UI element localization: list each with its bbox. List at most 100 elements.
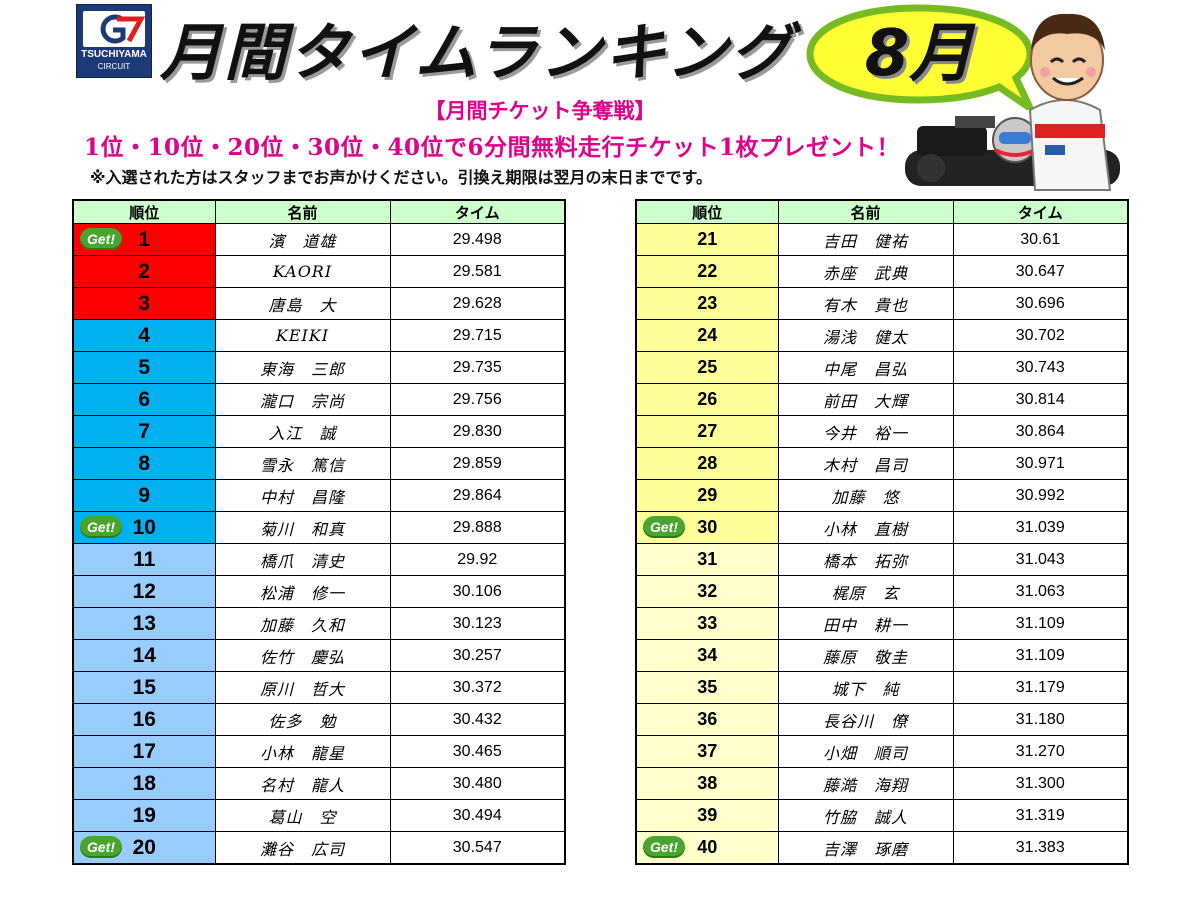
driver-name: 瀧口 宗尚 bbox=[214, 383, 391, 416]
rank-number: 17 bbox=[132, 739, 156, 763]
rank-cell: 31 bbox=[635, 543, 779, 576]
rank-cell: 9 bbox=[72, 479, 216, 512]
rank-number: 36 bbox=[697, 709, 718, 729]
get-badge: Get! bbox=[643, 836, 685, 858]
rank-number: 33 bbox=[697, 613, 718, 633]
rank-number: 9 bbox=[138, 483, 151, 507]
lap-time: 31.180 bbox=[952, 703, 1129, 736]
driver-name: 橋爪 清史 bbox=[214, 543, 391, 576]
get-badge: Get! bbox=[80, 228, 122, 250]
logo-sub-text: CIRCUIT bbox=[97, 62, 131, 71]
rank-number: 3 bbox=[138, 291, 151, 315]
get-badge: Get! bbox=[80, 516, 122, 538]
ranking-table-21-40: 順位 名前 タイム 21 吉田 健祐 30.61 22 赤座 武典 30.647 23 有木 … bbox=[635, 199, 1129, 865]
lap-time: 29.735 bbox=[389, 351, 566, 384]
rank-number: 8 bbox=[138, 451, 151, 475]
header-time: タイム bbox=[389, 199, 566, 224]
driver-name: 加藤 悠 bbox=[777, 479, 954, 512]
lap-time: 29.715 bbox=[389, 319, 566, 352]
ranking-row: 14 佐竹 慶弘 30.257 bbox=[72, 639, 566, 672]
header-time: タイム bbox=[952, 199, 1129, 224]
ranking-row: Get! 10 菊川 和真 29.888 bbox=[72, 511, 566, 544]
rank-number: 13 bbox=[132, 611, 156, 635]
rank-cell: 26 bbox=[635, 383, 779, 416]
driver-name: 入江 誠 bbox=[214, 415, 391, 448]
rank-number: 34 bbox=[697, 645, 718, 665]
ranking-row: 22 赤座 武典 30.647 bbox=[635, 255, 1129, 288]
lap-time: 30.123 bbox=[389, 607, 566, 640]
lap-time: 29.498 bbox=[389, 223, 566, 256]
rank-number: 24 bbox=[697, 325, 718, 345]
lap-time: 29.830 bbox=[389, 415, 566, 448]
rank-cell: 38 bbox=[635, 767, 779, 800]
ranking-row: 9 中村 昌隆 29.864 bbox=[72, 479, 566, 512]
rank-cell: Get! 30 bbox=[635, 511, 779, 544]
rank-cell: 16 bbox=[72, 703, 216, 736]
driver-name: 木村 昌司 bbox=[777, 447, 954, 480]
lap-time: 31.043 bbox=[952, 543, 1129, 576]
driver-name: 湯浅 健太 bbox=[777, 319, 954, 352]
rank-cell: 23 bbox=[635, 287, 779, 320]
driver-name: 赤座 武典 bbox=[777, 255, 954, 288]
rank-number: 32 bbox=[697, 581, 718, 601]
lap-time: 30.647 bbox=[952, 255, 1129, 288]
driver-name: 藤澔 海翔 bbox=[777, 767, 954, 800]
campaign-heading: 【月間チケット争奪戦】 bbox=[424, 98, 656, 123]
driver-name: 名村 龍人 bbox=[214, 767, 391, 800]
ranking-row: 13 加藤 久和 30.123 bbox=[72, 607, 566, 640]
lap-time: 30.432 bbox=[389, 703, 566, 736]
ranking-row: 23 有木 貴也 30.696 bbox=[635, 287, 1129, 320]
rank-number: 23 bbox=[697, 293, 718, 313]
rank-number: 28 bbox=[697, 453, 718, 473]
driver-name: 東海 三郎 bbox=[214, 351, 391, 384]
rank-cell: 18 bbox=[72, 767, 216, 800]
driver-name: 唐島 大 bbox=[214, 287, 391, 320]
driver-name: 吉澤 琢磨 bbox=[777, 831, 954, 865]
rank-number: 22 bbox=[697, 261, 718, 281]
ranking-row: 29 加藤 悠 30.992 bbox=[635, 479, 1129, 512]
lap-time: 31.319 bbox=[952, 799, 1129, 832]
g7-mark-icon bbox=[83, 11, 145, 47]
rank-cell: 14 bbox=[72, 639, 216, 672]
ranking-row: Get! 20 灘谷 広司 30.547 bbox=[72, 831, 566, 865]
rank-cell: Get! 1 bbox=[72, 223, 216, 256]
driver-name: 佐竹 慶弘 bbox=[214, 639, 391, 672]
driver-name: 原川 哲大 bbox=[214, 671, 391, 704]
rank-number: 5 bbox=[138, 355, 151, 379]
page-title: 月間タイムランキング bbox=[160, 16, 794, 89]
rank-cell: 39 bbox=[635, 799, 779, 832]
header-name: 名前 bbox=[777, 199, 954, 224]
ranking-row: 33 田中 耕一 31.109 bbox=[635, 607, 1129, 640]
rank-number: 38 bbox=[697, 773, 718, 793]
lap-time: 30.743 bbox=[952, 351, 1129, 384]
ranking-row: 12 松浦 修一 30.106 bbox=[72, 575, 566, 608]
ranking-row: Get! 30 小林 直樹 31.039 bbox=[635, 511, 1129, 544]
driver-name: 佐多 勉 bbox=[214, 703, 391, 736]
driver-name: 田中 耕一 bbox=[777, 607, 954, 640]
rank-cell: 35 bbox=[635, 671, 779, 704]
rank-number: 27 bbox=[697, 421, 718, 441]
campaign-prize-text: 1位・10位・20位・30位・40位で6分間無料走行チケット1枚プレゼント！ bbox=[84, 134, 901, 161]
ranking-row: 35 城下 純 31.179 bbox=[635, 671, 1129, 704]
rank-cell: 13 bbox=[72, 607, 216, 640]
logo-brand-text: TSUCHIYAMA bbox=[81, 49, 147, 60]
rank-cell: 7 bbox=[72, 415, 216, 448]
driver-name: KEIKI bbox=[214, 319, 391, 352]
rank-cell: 2 bbox=[72, 255, 216, 288]
lap-time: 31.109 bbox=[952, 639, 1129, 672]
rank-number: 16 bbox=[132, 707, 156, 731]
rank-cell: 25 bbox=[635, 351, 779, 384]
ranking-row: 11 橋爪 清史 29.92 bbox=[72, 543, 566, 576]
lap-time: 30.992 bbox=[952, 479, 1129, 512]
rank-number: 1 bbox=[138, 227, 151, 251]
rank-cell: 15 bbox=[72, 671, 216, 704]
rank-number: 14 bbox=[132, 643, 156, 667]
rank-number: 12 bbox=[132, 579, 156, 603]
rank-cell: 36 bbox=[635, 703, 779, 736]
ranking-row: 24 湯浅 健太 30.702 bbox=[635, 319, 1129, 352]
ranking-row: 31 橋本 拓弥 31.043 bbox=[635, 543, 1129, 576]
driver-name: 雪永 篤信 bbox=[214, 447, 391, 480]
ranking-row: 3 唐島 大 29.628 bbox=[72, 287, 566, 320]
lap-time: 31.063 bbox=[952, 575, 1129, 608]
lap-time: 30.465 bbox=[389, 735, 566, 768]
